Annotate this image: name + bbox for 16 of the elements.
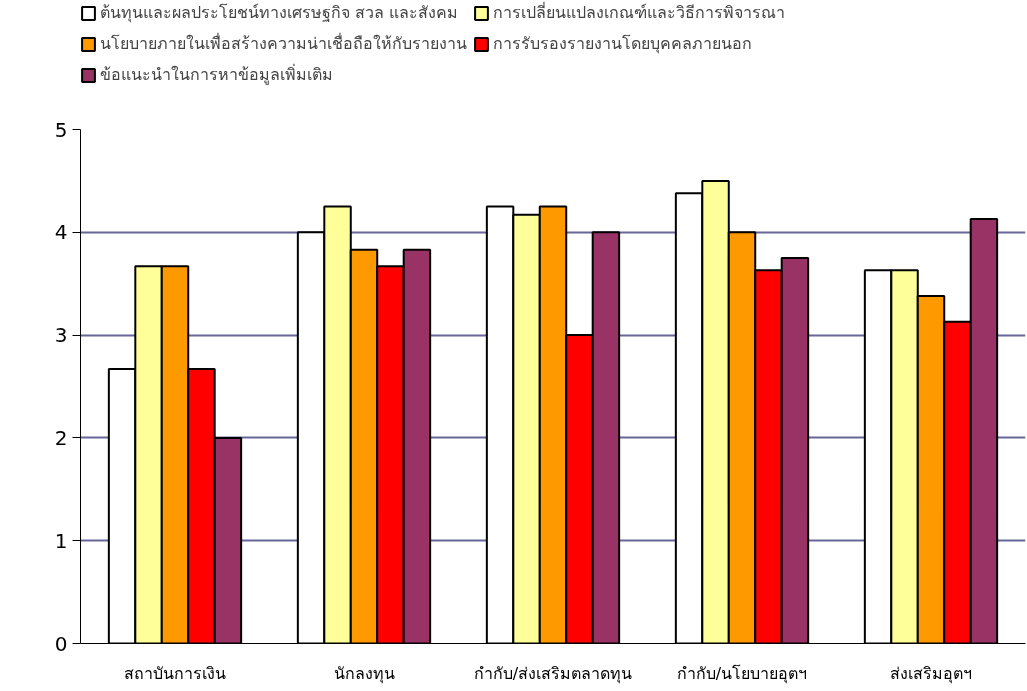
x-tick-label: กำกับ/นโยบายอุตฯ <box>676 663 808 684</box>
y-tick-label: 1 <box>54 528 68 553</box>
legend-label: การรับรองรายงานโดยบุคคลภายนอก <box>493 33 752 56</box>
y-tick-label: 4 <box>54 220 68 245</box>
legend-label: การเปลี่ยนแปลงเกณฑ์และวิธีการพิจารณา <box>493 1 785 24</box>
legend-label: ข้อแนะนำในการหาข้อมูลเพิ่มเติม <box>100 63 333 87</box>
x-tick-label: ส่งเสริมอุตฯ <box>890 663 972 684</box>
x-tick-label: สถาบันการเงิน <box>124 663 226 683</box>
y-tick-label: 3 <box>54 323 68 348</box>
legend-label: นโยบายภายในเพื่อสร้างความน่าเชื่อถือให้กับรายงาน <box>100 32 467 55</box>
x-tick-label: นักลงทุน <box>333 663 395 684</box>
y-tick-label: 0 <box>54 631 68 656</box>
x-tick-label: กำกับ/ส่งเสริมตลาดทุน <box>473 663 633 684</box>
legend-label: ต้นทุนและผลประโยชน์ทางเศรษฐกิจ สวล และสังคม <box>100 2 459 25</box>
y-tick-label: 5 <box>54 117 68 142</box>
y-tick-label: 2 <box>54 425 68 450</box>
